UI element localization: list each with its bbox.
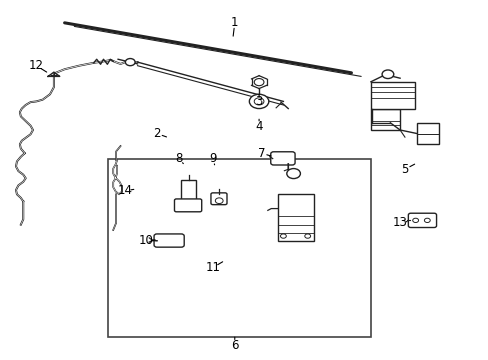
- Bar: [181, 180, 196, 202]
- FancyBboxPatch shape: [154, 234, 184, 247]
- Bar: [277, 194, 313, 241]
- Circle shape: [249, 94, 268, 109]
- FancyBboxPatch shape: [407, 213, 436, 228]
- Circle shape: [254, 78, 264, 86]
- Text: 9: 9: [209, 152, 216, 165]
- Circle shape: [304, 234, 310, 238]
- Text: 3: 3: [255, 95, 262, 108]
- Circle shape: [254, 98, 264, 105]
- Circle shape: [412, 218, 418, 222]
- Text: 12: 12: [29, 59, 44, 72]
- Circle shape: [424, 218, 429, 222]
- Bar: [370, 82, 414, 109]
- Circle shape: [125, 59, 135, 66]
- Bar: [370, 109, 399, 130]
- Text: 11: 11: [205, 261, 220, 274]
- Text: 13: 13: [392, 216, 407, 229]
- Circle shape: [381, 70, 393, 78]
- Bar: [416, 123, 438, 144]
- Circle shape: [286, 168, 300, 179]
- Circle shape: [215, 198, 223, 203]
- FancyBboxPatch shape: [174, 199, 201, 212]
- Text: 6: 6: [230, 338, 238, 351]
- Bar: [108, 158, 370, 337]
- Text: 1: 1: [230, 16, 238, 29]
- Text: 4: 4: [255, 120, 262, 133]
- Text: 7: 7: [257, 147, 264, 160]
- Text: 2: 2: [153, 127, 161, 140]
- Text: 14: 14: [118, 184, 133, 197]
- Text: 10: 10: [139, 234, 153, 247]
- FancyBboxPatch shape: [210, 193, 226, 204]
- FancyBboxPatch shape: [270, 152, 294, 165]
- Text: 5: 5: [401, 163, 408, 176]
- Text: 8: 8: [175, 152, 182, 165]
- Circle shape: [280, 234, 286, 238]
